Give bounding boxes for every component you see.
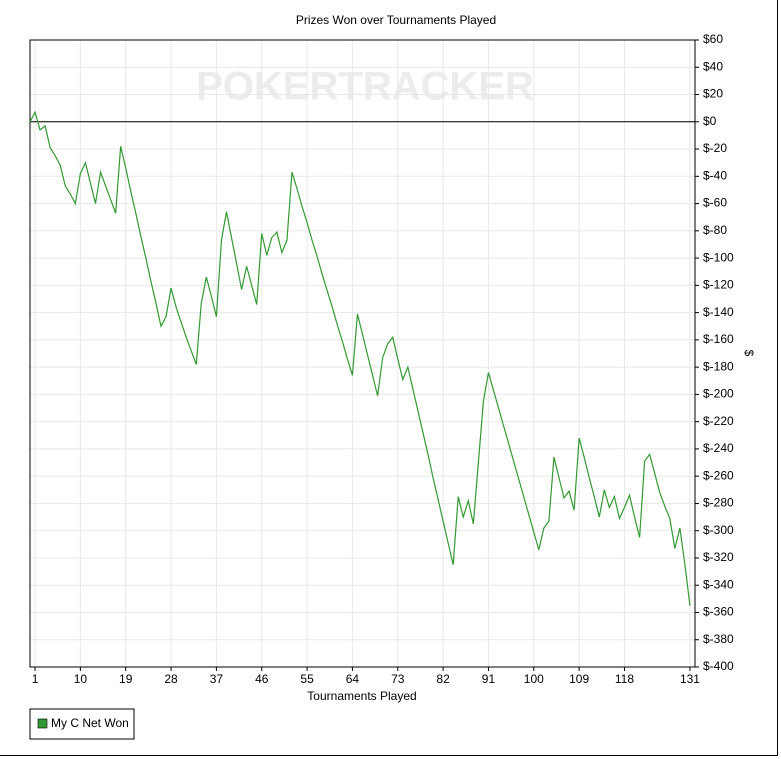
x-tick-label: 46: [255, 672, 269, 686]
y-tick-label: $-300: [703, 523, 734, 537]
y-tick-label: $-180: [703, 359, 734, 373]
x-tick-label: 131: [680, 672, 700, 686]
y-tick-label: $20: [703, 87, 723, 101]
x-tick-label: 28: [164, 672, 178, 686]
x-axis-title: Tournaments Played: [307, 689, 416, 703]
y-tick-label: $-340: [703, 577, 734, 591]
x-tick-label: 19: [119, 672, 133, 686]
y-tick-label: $60: [703, 32, 723, 46]
y-tick-label: $-120: [703, 278, 734, 292]
y-tick-label: $40: [703, 59, 723, 73]
y-tick-label: $-280: [703, 496, 734, 510]
x-tick-label: 109: [569, 672, 589, 686]
y-tick-label: $-40: [703, 168, 727, 182]
y-tick-label: $-80: [703, 223, 727, 237]
x-tick-label: 91: [482, 672, 496, 686]
x-tick-label: 73: [391, 672, 405, 686]
x-tick-label: 100: [524, 672, 544, 686]
y-tick-label: $-60: [703, 196, 727, 210]
y-tick-label: $-360: [703, 605, 734, 619]
series-line: [29, 110, 691, 606]
x-tick-label: 1: [32, 672, 39, 686]
x-tick-label: 64: [346, 672, 360, 686]
x-tick-label: 55: [300, 672, 314, 686]
chart-title: Prizes Won over Tournaments Played: [296, 13, 496, 27]
y-tick-label: $-260: [703, 468, 734, 482]
x-tick-label: 10: [74, 672, 88, 686]
y-tick-label: $-320: [703, 550, 734, 564]
y-tick-label: $-140: [703, 305, 734, 319]
x-tick-label: 37: [210, 672, 224, 686]
legend-label: My C Net Won: [51, 716, 129, 730]
watermark: POKERTRACKER: [196, 65, 534, 109]
x-tick-label: 82: [436, 672, 450, 686]
y-tick-label: $-160: [703, 332, 734, 346]
y-tick-label: $-220: [703, 414, 734, 428]
y-tick-label: $-200: [703, 387, 734, 401]
y-tick-label: $-240: [703, 441, 734, 455]
y-axis-title: $: [742, 350, 756, 357]
legend-box: [29, 708, 135, 740]
y-tick-label: $-20: [703, 141, 727, 155]
legend-swatch: [37, 718, 48, 729]
plot-frame: [29, 39, 696, 668]
y-tick-label: $0: [703, 114, 717, 128]
y-tick-label: $-100: [703, 250, 734, 264]
y-tick-label: $-380: [703, 632, 734, 646]
y-tick-label: $-400: [703, 659, 734, 673]
x-tick-label: 118: [615, 672, 634, 686]
